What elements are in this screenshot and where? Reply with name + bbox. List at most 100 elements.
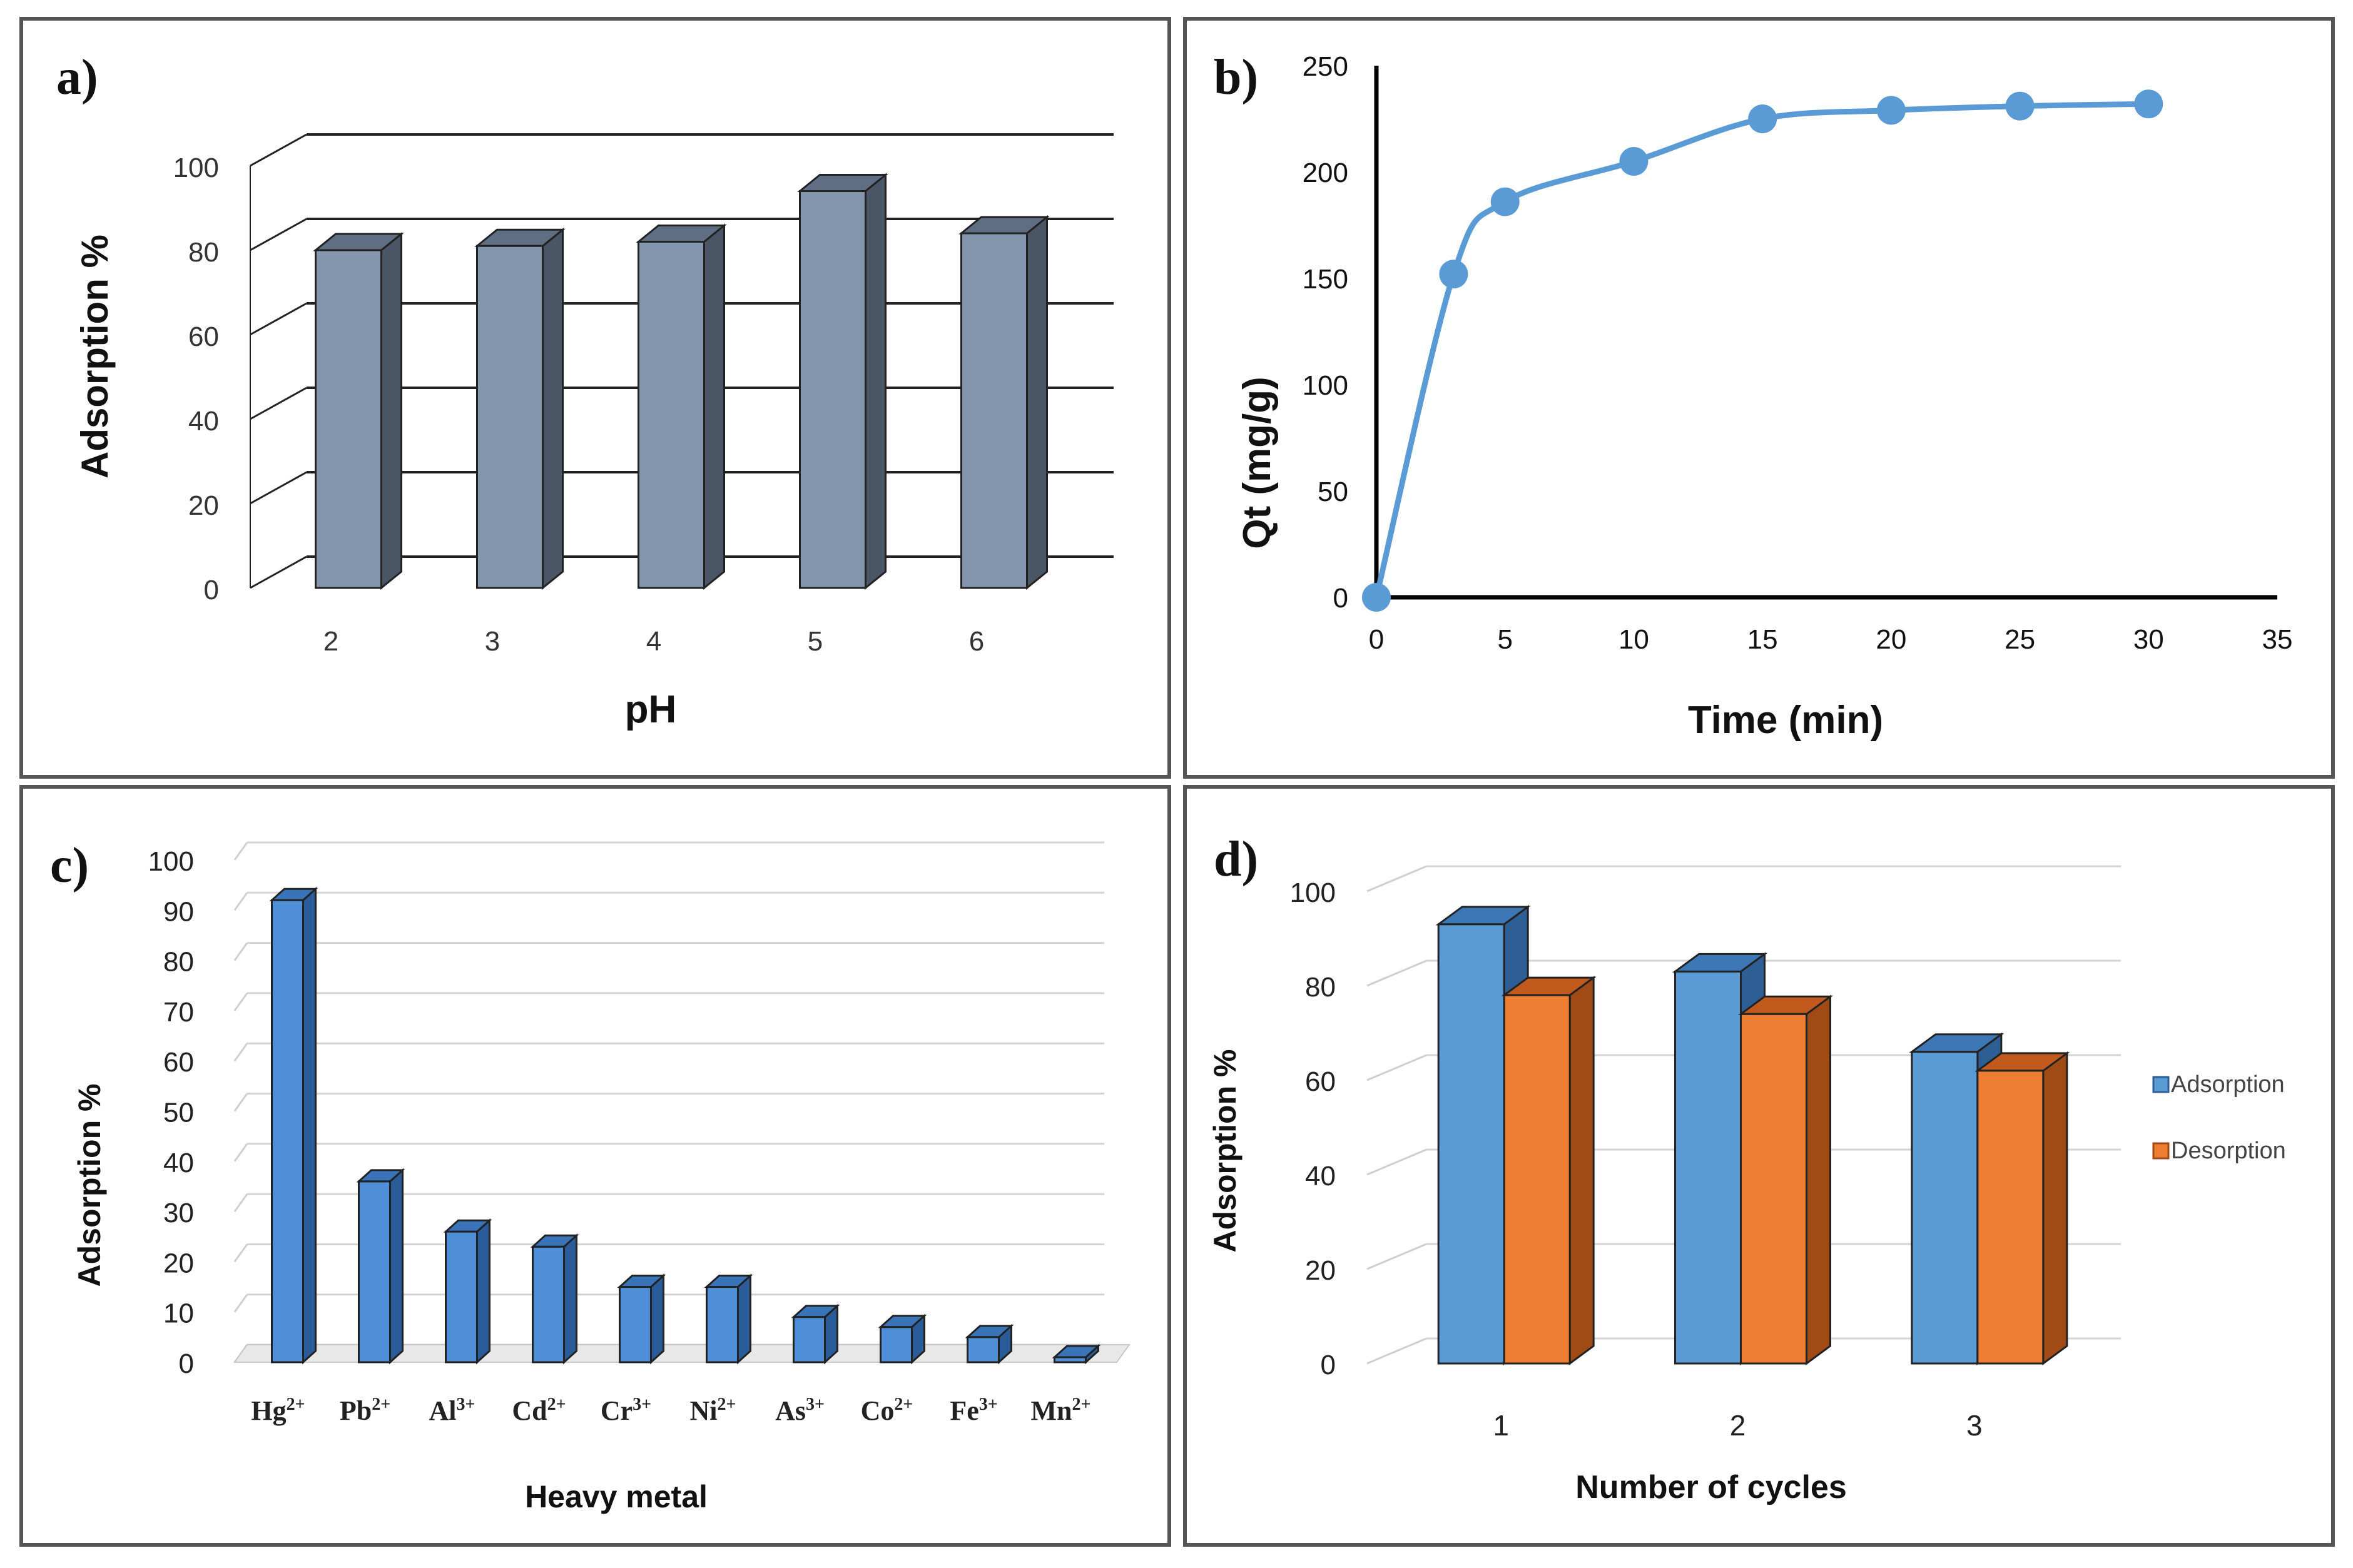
bar-side [737, 1273, 751, 1365]
bar-side [302, 886, 317, 1365]
bar [704, 1273, 753, 1365]
y-tick-label: 50 [163, 1098, 194, 1128]
bar-side [389, 1168, 404, 1365]
x-tick-label: 20 [1876, 624, 1906, 655]
y-tick-label: 100 [1290, 878, 1336, 908]
y-tick-label: 40 [1305, 1161, 1336, 1191]
x-tick-label: 3 [1966, 1409, 1983, 1442]
data-point [2005, 91, 2035, 121]
data-point [1748, 104, 1777, 133]
x-tick-label: As3+ [775, 1395, 825, 1426]
x-tick-label: 10 [1619, 624, 1649, 655]
gridline-diag [233, 892, 248, 911]
y-tick-label: 20 [1305, 1255, 1336, 1286]
x-tick-label: 5 [1497, 624, 1512, 655]
gridline-diag [233, 942, 248, 961]
y-tick-label: 50 [1318, 477, 1348, 507]
x-tick-label: Mn2+ [1031, 1395, 1091, 1426]
x-tick-label: Co2+ [861, 1395, 913, 1426]
bar-side [1026, 215, 1048, 590]
x-tick-label: 35 [2262, 624, 2293, 655]
y-tick-label: 60 [188, 321, 219, 352]
bar-front [1976, 1070, 2045, 1365]
x-tick-label: Al3+ [429, 1395, 475, 1426]
bar-side [865, 173, 887, 590]
y-tick-label: 80 [1305, 972, 1336, 1003]
panel-c-frame [19, 785, 1171, 1547]
gridline-diag [233, 1143, 248, 1162]
gridline-diag [233, 1193, 248, 1212]
y-tick-label: 80 [188, 237, 219, 268]
x-tick-label: 0 [1369, 624, 1384, 655]
y-tick-label: 30 [163, 1198, 194, 1228]
gridline-diag [233, 993, 248, 1011]
bar [443, 1218, 492, 1365]
bar-side [476, 1218, 490, 1365]
gridline-diag [1366, 1337, 1427, 1365]
bar [1052, 1343, 1101, 1365]
bar-side [563, 1233, 577, 1365]
y-tick-label: 90 [163, 896, 194, 927]
y-tick-label: 10 [163, 1298, 194, 1329]
bar-front [706, 1286, 739, 1363]
panel-d-chart: 0 20 40 60 80 100 1 2 3 [1290, 865, 2121, 1442]
panel-c-chart: 0 10 20 30 40 50 60 70 80 90 100 Hg2+ Pb2+ Al3+ Cd2+ Cr… [148, 841, 1131, 1426]
x-tick-label: 3 [485, 626, 500, 657]
panel-c-label: c) [50, 838, 89, 893]
y-tick-label: 80 [163, 947, 194, 978]
gridline-diag [233, 1293, 248, 1313]
bar [958, 215, 1050, 590]
data-point [1362, 583, 1391, 612]
bar-side [703, 223, 725, 590]
y-tick-label: 0 [1333, 583, 1348, 614]
gridline-diag [250, 387, 307, 420]
panel-a-chart: 0 20 40 60 80 100 2 3 4 5 6 [173, 133, 1114, 657]
panel-c-xlabel: Heavy metal [525, 1479, 708, 1514]
bar-front [960, 232, 1028, 589]
bar-side [1568, 976, 1595, 1365]
bar [1737, 994, 1834, 1365]
x-tick-label: 2 [1730, 1409, 1746, 1442]
gridline-diag [250, 218, 307, 251]
panel-d-xlabel: Number of cycles [1575, 1469, 1847, 1505]
gridline-diag [250, 555, 307, 589]
y-tick-label: 60 [163, 1047, 194, 1078]
x-tick-label: 2 [323, 626, 338, 657]
bar-side [380, 231, 402, 590]
panel-a-ylabel: Adsorption % [74, 235, 116, 478]
y-tick-label: 70 [163, 997, 194, 1028]
x-tick-label: 1 [1493, 1409, 1509, 1442]
panel-b-chart: 0 50 100 150 200 250 0 5 10 15 20 25 30 35 [1303, 51, 2293, 655]
panel-d-label: d) [1214, 832, 1258, 887]
gridline-diag [233, 1043, 248, 1062]
panel-d-legend: Adsorption Desorption [2152, 1071, 2286, 1164]
bar [617, 1273, 666, 1365]
y-tick-label: 20 [188, 490, 219, 521]
bar-side [1806, 994, 1831, 1365]
bar [965, 1323, 1014, 1365]
panel-a-xlabel: pH [625, 688, 677, 731]
gridline-diag [1366, 865, 1427, 893]
legend-swatch-desorption [2152, 1142, 2170, 1160]
bar [791, 1303, 840, 1365]
panel-b-xlabel: Time (min) [1688, 699, 1883, 742]
y-tick-label: 250 [1303, 51, 1348, 82]
x-tick-label: 15 [1747, 624, 1778, 655]
bar-side [542, 228, 564, 590]
bar-front [880, 1326, 913, 1363]
x-tick-label: Hg2+ [251, 1395, 305, 1426]
bar-front [315, 249, 382, 589]
bar [530, 1233, 579, 1365]
y-tick-label: 20 [163, 1248, 194, 1278]
y-tick-label: 100 [1303, 370, 1348, 401]
gridline-diag [233, 1093, 248, 1112]
gridline-diag [233, 1243, 248, 1263]
bar-front [793, 1316, 826, 1363]
bar [269, 886, 318, 1365]
bar [313, 231, 404, 590]
panel-c-ylabel: Adsorption % [72, 1084, 107, 1287]
gridline-diag [1366, 1148, 1427, 1176]
bar [356, 1168, 405, 1365]
y-tick-label: 100 [173, 153, 219, 183]
